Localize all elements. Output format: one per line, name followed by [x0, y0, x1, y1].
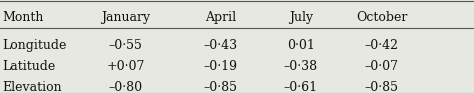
Text: 0·01: 0·01 — [287, 39, 315, 52]
Text: –0·85: –0·85 — [365, 81, 399, 93]
Text: –0·42: –0·42 — [365, 39, 399, 52]
Text: +0·07: +0·07 — [107, 60, 145, 73]
Text: July: July — [289, 11, 313, 24]
Text: –0·61: –0·61 — [284, 81, 318, 93]
Text: October: October — [356, 11, 407, 24]
Text: –0·55: –0·55 — [109, 39, 143, 52]
Text: –0·19: –0·19 — [203, 60, 237, 73]
Text: Longitude: Longitude — [2, 39, 67, 52]
Text: –0·80: –0·80 — [109, 81, 143, 93]
Text: –0·43: –0·43 — [203, 39, 237, 52]
Text: Month: Month — [2, 11, 44, 24]
Text: January: January — [101, 11, 150, 24]
Text: –0·38: –0·38 — [284, 60, 318, 73]
Text: April: April — [205, 11, 236, 24]
Text: Elevation: Elevation — [2, 81, 62, 93]
Text: –0·85: –0·85 — [203, 81, 237, 93]
Text: Latitude: Latitude — [2, 60, 55, 73]
Text: –0·07: –0·07 — [365, 60, 399, 73]
